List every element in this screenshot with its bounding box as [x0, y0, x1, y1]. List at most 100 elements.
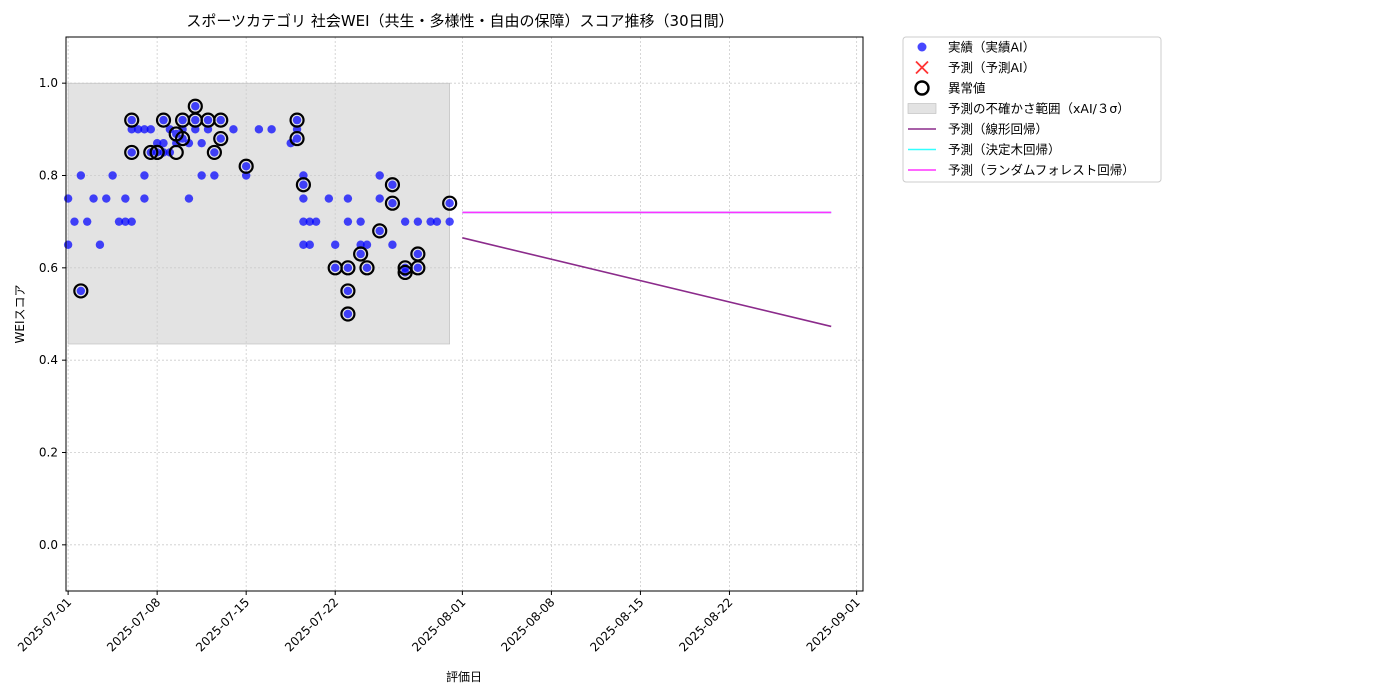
anomaly-marker	[213, 112, 229, 128]
actual-point	[76, 286, 86, 296]
legend-item-random-forest: 予測（ランダムフォレスト回帰）	[908, 163, 1135, 178]
actual-point	[343, 263, 353, 273]
legend-item-predicted-ai: 予測（予測AI）	[915, 60, 1035, 75]
x-tick-label: 2025-08-08	[498, 595, 557, 654]
anomaly-marker	[340, 283, 356, 299]
actual-point	[413, 263, 423, 273]
x-tick-label: 2025-07-15	[193, 595, 252, 654]
actual-point	[362, 240, 372, 249]
anomaly-marker	[124, 112, 140, 128]
actual-point	[95, 240, 105, 249]
y-tick-label: 0.2	[39, 446, 58, 460]
actual-point	[178, 115, 187, 125]
actual-point	[330, 263, 340, 273]
actual-point	[191, 115, 200, 125]
actual-point	[305, 240, 314, 249]
legend-marker-actual	[917, 42, 927, 52]
actual-point	[172, 129, 181, 139]
x-axis-label: 評価日	[446, 669, 482, 684]
y-axis-ticks: 0.0 0.2 0.4 0.6 0.8 1.0	[39, 76, 66, 552]
actual-point	[210, 148, 219, 157]
actual-point	[89, 194, 98, 203]
y-axis-label: WEIスコア	[13, 285, 27, 344]
actual-point	[76, 171, 86, 180]
actual-point	[184, 138, 194, 148]
x-tick-label: 2025-07-22	[282, 595, 341, 654]
actual-point	[63, 194, 73, 203]
actual-point	[146, 125, 155, 134]
actual-point	[292, 115, 302, 125]
actual-point	[191, 102, 200, 111]
actual-point	[114, 217, 124, 226]
actual-point	[127, 217, 136, 226]
actual-point	[311, 217, 321, 226]
actual-point	[70, 217, 79, 226]
x-tick-label: 2025-08-22	[676, 595, 735, 654]
actual-point	[388, 180, 397, 189]
actual-point	[292, 134, 302, 143]
actual-point	[159, 115, 168, 125]
actual-point	[241, 162, 251, 171]
actual-point	[400, 217, 410, 226]
actual-point	[375, 194, 384, 203]
actual-point	[184, 194, 194, 203]
actual-point	[343, 217, 353, 226]
anomaly-marker	[168, 144, 184, 161]
actual-point	[388, 199, 397, 208]
actual-point	[165, 125, 175, 134]
anomaly-marker	[353, 246, 369, 262]
actual-point	[159, 138, 168, 148]
legend-marker-band	[907, 103, 937, 114]
linear-prediction-line	[462, 237, 832, 328]
actual-point	[286, 138, 295, 148]
actual-point	[63, 240, 73, 249]
actual-point	[140, 194, 149, 203]
anomaly-marker	[384, 177, 401, 193]
legend-item-linear: 予測（線形回帰）	[908, 122, 1048, 137]
actual-point	[375, 226, 384, 236]
actual-point	[343, 286, 353, 296]
legend-label: 実績（実績AI）	[948, 40, 1035, 55]
actual-point	[229, 125, 238, 134]
legend-label: 予測の不確かさ範囲（xAI/３σ）	[948, 101, 1130, 116]
legend-item-decision-tree: 予測（決定木回帰）	[908, 142, 1061, 157]
y-tick-label: 0.6	[39, 261, 58, 275]
actual-point	[356, 217, 365, 226]
actual-point	[432, 217, 442, 226]
y-tick-label: 1.0	[39, 76, 58, 90]
anomaly-marker	[187, 98, 203, 114]
actual-point	[330, 240, 340, 249]
plot-frame	[65, 36, 864, 592]
actual-point	[299, 180, 308, 189]
actual-point	[426, 217, 435, 226]
anomaly-marker	[295, 177, 312, 193]
actual-point	[299, 240, 308, 249]
x-tick-label: 2025-07-01	[15, 595, 74, 654]
anomaly-marker	[442, 195, 458, 211]
line-layer	[462, 211, 832, 328]
actual-point	[356, 249, 365, 259]
actual-point	[216, 134, 225, 143]
anomaly-marker	[384, 195, 401, 211]
anomaly-marker	[340, 306, 356, 322]
anomaly-marker	[149, 144, 165, 161]
actual-point	[133, 125, 143, 134]
anomaly-marker	[289, 112, 305, 128]
actual-point	[324, 194, 334, 203]
actual-point	[121, 217, 130, 226]
anomaly-marker	[289, 130, 305, 147]
legend-label: 予測（決定木回帰）	[948, 142, 1061, 157]
y-tick-label: 0.4	[39, 353, 58, 367]
anomaly-marker	[174, 130, 191, 147]
anomaly-layer	[73, 98, 458, 322]
legend-item-anomaly: 異常値	[914, 80, 986, 96]
x-tick-label: 2025-07-08	[104, 595, 163, 654]
actual-point	[127, 115, 136, 125]
legend-item-uncertainty: 予測の不確かさ範囲（xAI/３σ）	[907, 101, 1130, 116]
legend-marker-anomaly	[914, 80, 930, 96]
actual-point	[305, 217, 314, 226]
actual-point	[445, 217, 454, 226]
legend-item-actual: 実績（実績AI）	[917, 40, 1035, 55]
